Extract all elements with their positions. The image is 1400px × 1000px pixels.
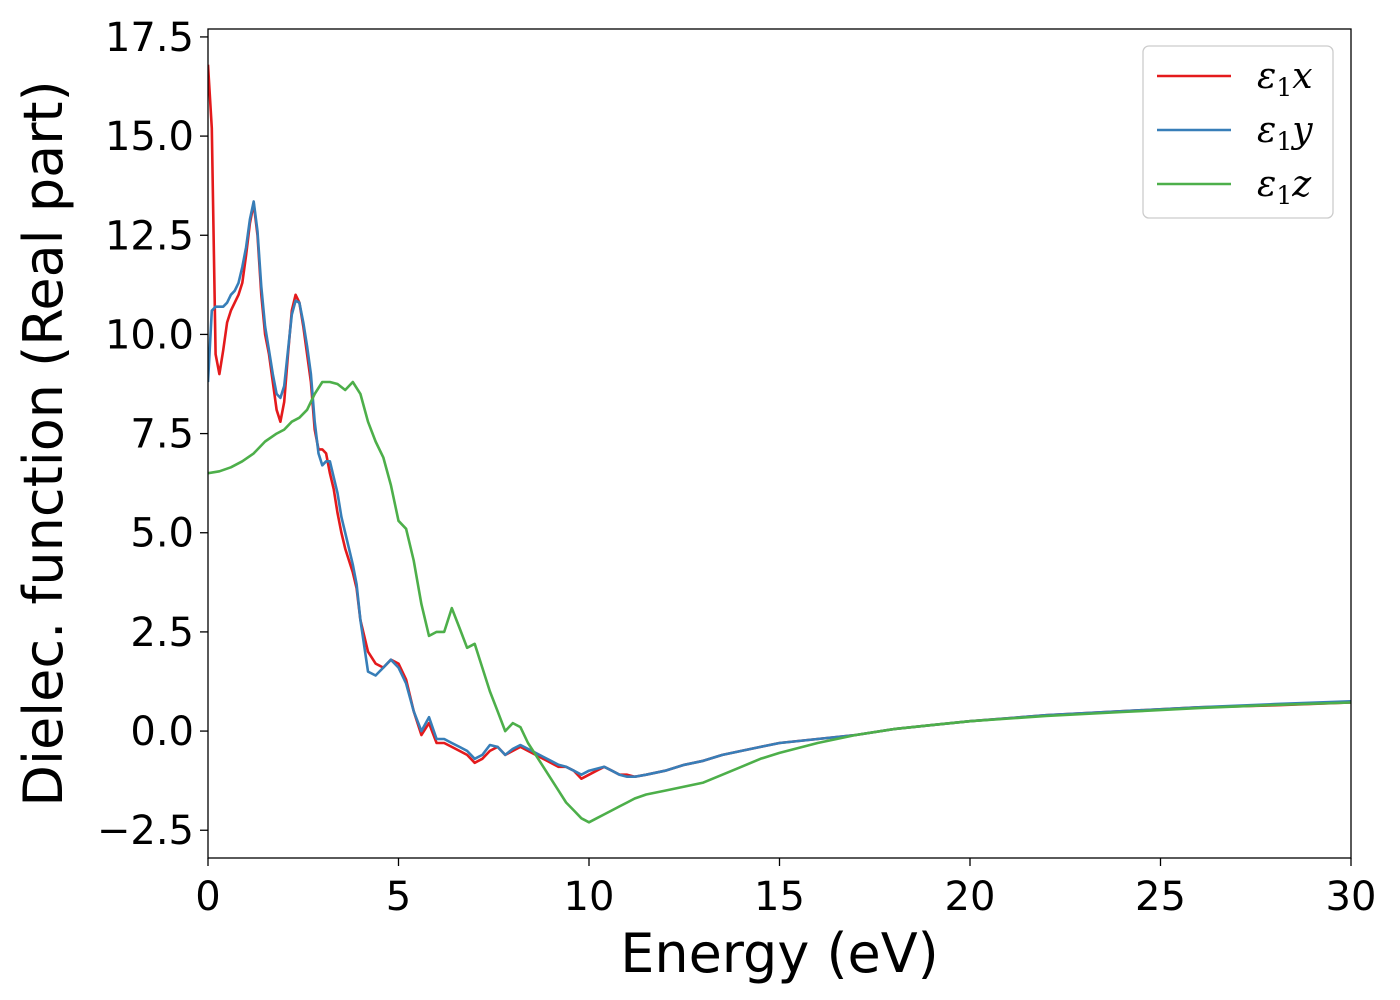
y-tick-label: −2.5: [97, 808, 194, 854]
y-axis-label: Dielec. function (Real part): [12, 80, 75, 806]
y-tick-label: 2.5: [130, 610, 194, 656]
series-line-y: [208, 200, 1351, 779]
legend-label-y: ε1y: [1257, 110, 1313, 156]
series-line-z: [208, 380, 1351, 824]
x-tick-label: 5: [386, 874, 411, 920]
x-axis: 0 5 10 15 20 25 30: [195, 858, 1376, 920]
legend-label-x: ε1x: [1257, 56, 1313, 102]
legend-label-z: ε1z: [1257, 164, 1312, 210]
legend-box: [1142, 45, 1334, 219]
x-tick-label: 25: [1135, 874, 1186, 920]
y-tick-label: 17.5: [105, 15, 194, 61]
x-tick-label: 30: [1326, 874, 1377, 920]
series-lines: [208, 64, 1351, 824]
y-tick-label: 5.0: [130, 511, 194, 557]
x-tick-label: 20: [945, 874, 996, 920]
x-tick-label: 10: [564, 874, 615, 920]
y-axis: −2.5 0.0 2.5 5.0 7.5 10.0 12.5 15.0 17.5: [97, 15, 208, 854]
y-tick-label: 0.0: [130, 709, 194, 755]
y-tick-label: 10.0: [105, 312, 194, 358]
legend: ε1x ε1y ε1z: [1142, 45, 1334, 219]
y-tick-label: 7.5: [130, 412, 194, 458]
y-tick-label: 15.0: [105, 114, 194, 160]
x-tick-label: 15: [754, 874, 805, 920]
x-tick-label: 0: [195, 874, 220, 920]
x-axis-label: Energy (eV): [620, 922, 939, 985]
y-tick-label: 12.5: [105, 213, 194, 259]
